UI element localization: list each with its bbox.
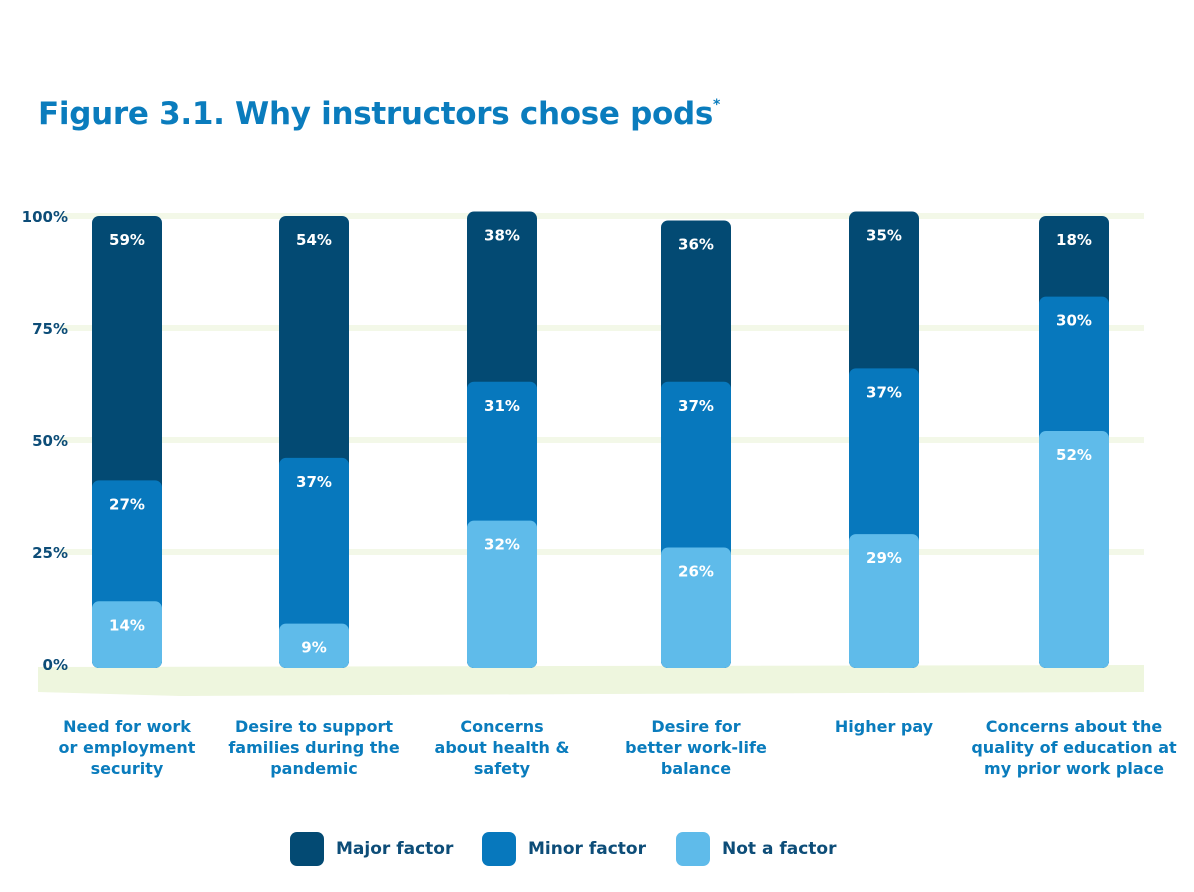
baseline-band xyxy=(38,665,1144,696)
bar-stack: 9% 37% 54% xyxy=(279,216,349,668)
data-label: 9% xyxy=(301,639,326,657)
y-tick-label: 25% xyxy=(32,544,68,562)
legend-label: Not a factor xyxy=(722,839,837,859)
data-label: 27% xyxy=(109,495,145,513)
bar-segment-not-a-factor xyxy=(92,601,162,668)
legend: Major factor Minor factor Not a factor xyxy=(0,830,1194,868)
legend-item: Not a factor xyxy=(676,830,836,868)
data-label: 29% xyxy=(866,549,902,567)
y-tick-label: 0% xyxy=(43,656,68,674)
bar-segment-minor-factor xyxy=(279,457,349,668)
bar-segment-not-a-factor xyxy=(661,547,731,668)
bar-stack: 26% 37% 36% xyxy=(661,220,731,669)
y-tick-label: 75% xyxy=(32,320,68,338)
bar-segment-not-a-factor xyxy=(467,520,537,668)
data-label: 36% xyxy=(678,235,714,253)
stacked-bar-chart: 100%75%50%25%0% 14%27%59%9%37%54%32%31%3… xyxy=(22,208,1177,778)
data-label: 52% xyxy=(1056,446,1092,464)
x-axis-categories: Need for work or employment security Desire… xyxy=(59,717,1177,778)
data-label: 59% xyxy=(109,231,145,249)
category-label: Higher pay xyxy=(835,717,934,736)
category-label: Desire for better work-life balance xyxy=(625,717,767,778)
bar-segment-not-a-factor xyxy=(279,623,349,668)
y-tick-label: 100% xyxy=(22,208,68,226)
gridline xyxy=(60,437,1144,443)
data-label: 18% xyxy=(1056,231,1092,249)
bar-stack: 29% 37% 35% xyxy=(849,211,919,668)
gridline xyxy=(60,213,1144,219)
bar-stack: 14% 27% 59% xyxy=(92,216,162,668)
data-label: 37% xyxy=(678,397,714,415)
data-label: 30% xyxy=(1056,312,1092,330)
data-label: 32% xyxy=(484,536,520,554)
data-label: 54% xyxy=(296,231,332,249)
bar-stack: 32% 31% 38% xyxy=(467,211,537,668)
chart-title-text: Figure 3.1. Why instructors chose pods xyxy=(38,96,714,132)
title-footnote-mark: * xyxy=(713,96,721,113)
legend-item: Minor factor xyxy=(482,830,646,868)
data-label: 37% xyxy=(296,473,332,491)
legend-swatch xyxy=(482,832,516,866)
bar-stack: 52% 30% 18% xyxy=(1039,216,1109,668)
legend-label: Minor factor xyxy=(528,839,646,859)
data-label: 26% xyxy=(678,563,714,581)
data-label: 38% xyxy=(484,227,520,245)
gridline xyxy=(60,549,1144,555)
data-label: 14% xyxy=(109,616,145,634)
y-axis: 100% 75% 50% 25% 0% xyxy=(22,208,68,674)
data-label: 35% xyxy=(866,227,902,245)
legend-swatch xyxy=(290,832,324,866)
data-label: 31% xyxy=(484,397,520,415)
bar-segment-not-a-factor xyxy=(849,534,919,668)
category-label: Need for work or employment security xyxy=(59,717,196,778)
bar-segment-not-a-factor xyxy=(1039,431,1109,668)
category-label: Concerns about the quality of education a… xyxy=(971,717,1177,778)
category-label: Desire to support families during the pand… xyxy=(228,717,400,778)
y-tick-label: 50% xyxy=(32,432,68,450)
category-label: Concerns about health & safety xyxy=(435,717,570,778)
legend-item: Major factor xyxy=(290,830,453,868)
legend-swatch xyxy=(676,832,710,866)
bars: 14% 27% 59% 9% 37% 54% 32% 31% 38% 26% 37% 36% 29% 37… xyxy=(92,211,1109,669)
gridline xyxy=(60,325,1144,331)
chart-title: Figure 3.1. Why instructors chose pods* xyxy=(38,96,720,132)
grid-layer xyxy=(38,213,1144,696)
data-label: 37% xyxy=(866,383,902,401)
legend-label: Major factor xyxy=(336,839,454,859)
